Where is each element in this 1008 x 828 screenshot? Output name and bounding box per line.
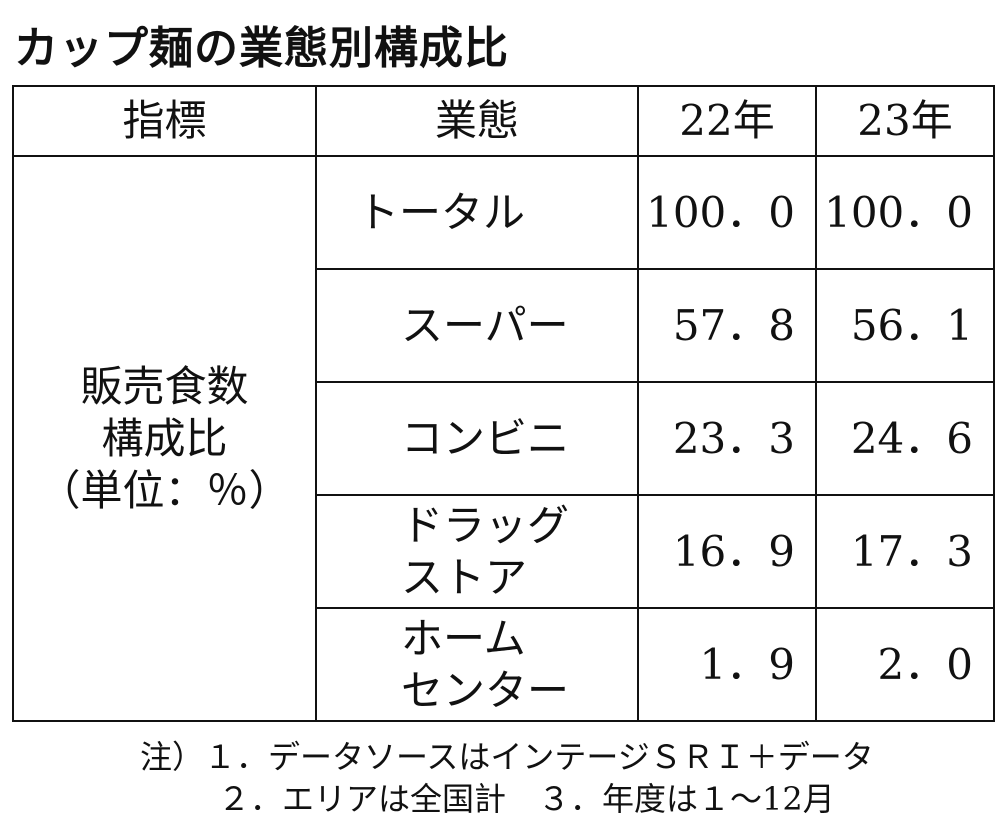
value-cell: 16．9 (637, 494, 817, 609)
header-cell: 業態 (315, 85, 639, 157)
value-cell: 100．0 (637, 155, 817, 270)
category-line: ホーム (401, 613, 526, 663)
value-cell: 100．0 (815, 155, 995, 270)
value-cell: 57．8 (637, 268, 817, 383)
header-cell: 22年 (637, 85, 817, 157)
indicator-line: 構成比 (101, 413, 228, 463)
table: 指標 業態 22年 23年 販売食数 構成比 （単位：％） トータル 100．0 100．0 スー… (12, 85, 995, 722)
category-line: トータル (357, 187, 526, 237)
category-line: スーパー (401, 300, 569, 350)
table-row: 販売食数 構成比 （単位：％） トータル 100．0 100．0 (12, 155, 995, 722)
header-row: 指標 業態 22年 23年 (12, 85, 995, 157)
value-cell: 56．1 (815, 268, 995, 383)
table-row: スーパー 57．8 56．1 (13, 268, 995, 383)
value-cell: 24．6 (815, 381, 995, 496)
indicator-line: 販売食数 (80, 361, 249, 411)
value-cell: 23．3 (637, 381, 817, 496)
category-cell: ホーム センター (315, 607, 639, 722)
table-body: 販売食数 構成比 （単位：％） トータル 100．0 100．0 スーパー 57．8 56．1 コ… (12, 155, 995, 722)
note-line: ２．エリアは全国計 ３．年度は１～12月 (218, 780, 835, 818)
indicator-line: （単位：％） (38, 465, 291, 515)
notes: 注）１．データソースはインテージＳＲＩ＋データ ２．エリアは全国計 ３．年度は１～… (140, 736, 874, 820)
table-row: コンビニ 23．3 24．6 (13, 381, 995, 496)
value-cell: 1．9 (637, 607, 817, 722)
value-cell: 17．3 (815, 494, 995, 609)
category-cell: ドラッグ ストア (315, 494, 639, 609)
title: カップ麺の業態別構成比 (14, 23, 509, 74)
indicator-cell: 販売食数 構成比 （単位：％） (12, 155, 317, 722)
header-cell: 23年 (815, 85, 995, 157)
category-cell: コンビニ (315, 381, 639, 496)
header-cell: 指標 (12, 85, 317, 157)
note-line: 注）１．データソースはインテージＳＲＩ＋データ (140, 738, 874, 776)
table-row: ドラッグ ストア 16．9 17．3 (13, 494, 995, 609)
category-line: ドラッグ (401, 500, 570, 550)
category-line: ストア (401, 552, 528, 602)
table-row: ホーム センター 1．9 2．0 (13, 607, 995, 722)
category-cell: トータル (315, 155, 639, 270)
value-cell: 2．0 (815, 607, 995, 722)
category-cell: スーパー (315, 268, 639, 383)
category-line: コンビニ (401, 413, 570, 463)
category-line: センター (401, 665, 570, 715)
